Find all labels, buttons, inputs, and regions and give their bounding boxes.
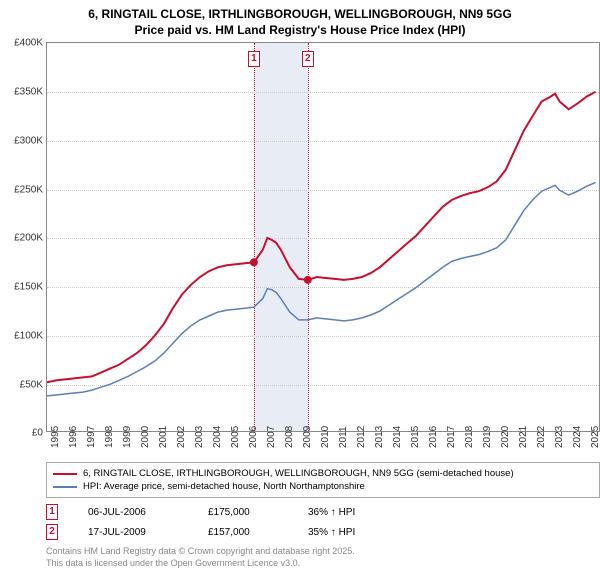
footer: Contains HM Land Registry data © Crown c… [46,546,590,569]
series-hpi [47,183,596,397]
legend-row: HPI: Average price, semi-detached house,… [53,480,593,493]
chart-area: £0£50K£100K£150K£200K£250K£300K£350K£400… [46,42,600,432]
y-tick-label: £200K [7,233,43,244]
plot: £0£50K£100K£150K£200K£250K£300K£350K£400… [46,42,600,432]
y-tick-label: £400K [7,38,43,49]
y-tick-label: £100K [7,330,43,341]
series-svg [47,43,600,433]
title-line1: 6, RINGTAIL CLOSE, IRTHLINGBOROUGH, WELL… [10,6,590,22]
y-tick-label: £300K [7,135,43,146]
chart-title: 6, RINGTAIL CLOSE, IRTHLINGBOROUGH, WELL… [10,6,590,38]
sale-marker: 2 [46,524,58,540]
chart-container: 6, RINGTAIL CLOSE, IRTHLINGBOROUGH, WELL… [0,0,600,560]
sale-row: 2 17-JUL-2009 £157,000 35% ↑ HPI [46,522,600,542]
legend-swatch [53,486,77,488]
sale-date: 17-JUL-2009 [88,527,178,538]
legend-swatch [53,473,77,475]
marker-label-2: 2 [302,51,314,67]
y-tick-label: £0 [7,428,43,439]
marker-label-1: 1 [248,51,260,67]
legend-label: HPI: Average price, semi-detached house,… [83,481,365,492]
series-property [47,92,596,383]
y-tick-label: £150K [7,282,43,293]
sale-marker: 1 [46,504,58,520]
sale-delta: 35% ↑ HPI [308,527,355,538]
legend-label: 6, RINGTAIL CLOSE, IRTHLINGBOROUGH, WELL… [83,468,514,479]
sale-price: £157,000 [208,527,278,538]
legend: 6, RINGTAIL CLOSE, IRTHLINGBOROUGH, WELL… [46,462,600,498]
legend-row: 6, RINGTAIL CLOSE, IRTHLINGBOROUGH, WELL… [53,467,593,480]
y-tick-label: £350K [7,87,43,98]
legend-box: 6, RINGTAIL CLOSE, IRTHLINGBOROUGH, WELL… [46,462,600,498]
sale-dot-2 [304,276,312,284]
sale-row: 1 06-JUL-2006 £175,000 36% ↑ HPI [46,502,600,522]
y-tick-label: £50K [7,379,43,390]
sale-dot-1 [250,259,258,267]
sale-price: £175,000 [208,507,278,518]
y-tick-label: £250K [7,184,43,195]
title-line2: Price paid vs. HM Land Registry's House … [10,22,590,38]
sales-table: 1 06-JUL-2006 £175,000 36% ↑ HPI 2 17-JUL-200… [46,502,600,542]
sale-date: 06-JUL-2006 [88,507,178,518]
sale-delta: 36% ↑ HPI [308,507,355,518]
footer-line1: Contains HM Land Registry data © Crown c… [46,546,590,558]
